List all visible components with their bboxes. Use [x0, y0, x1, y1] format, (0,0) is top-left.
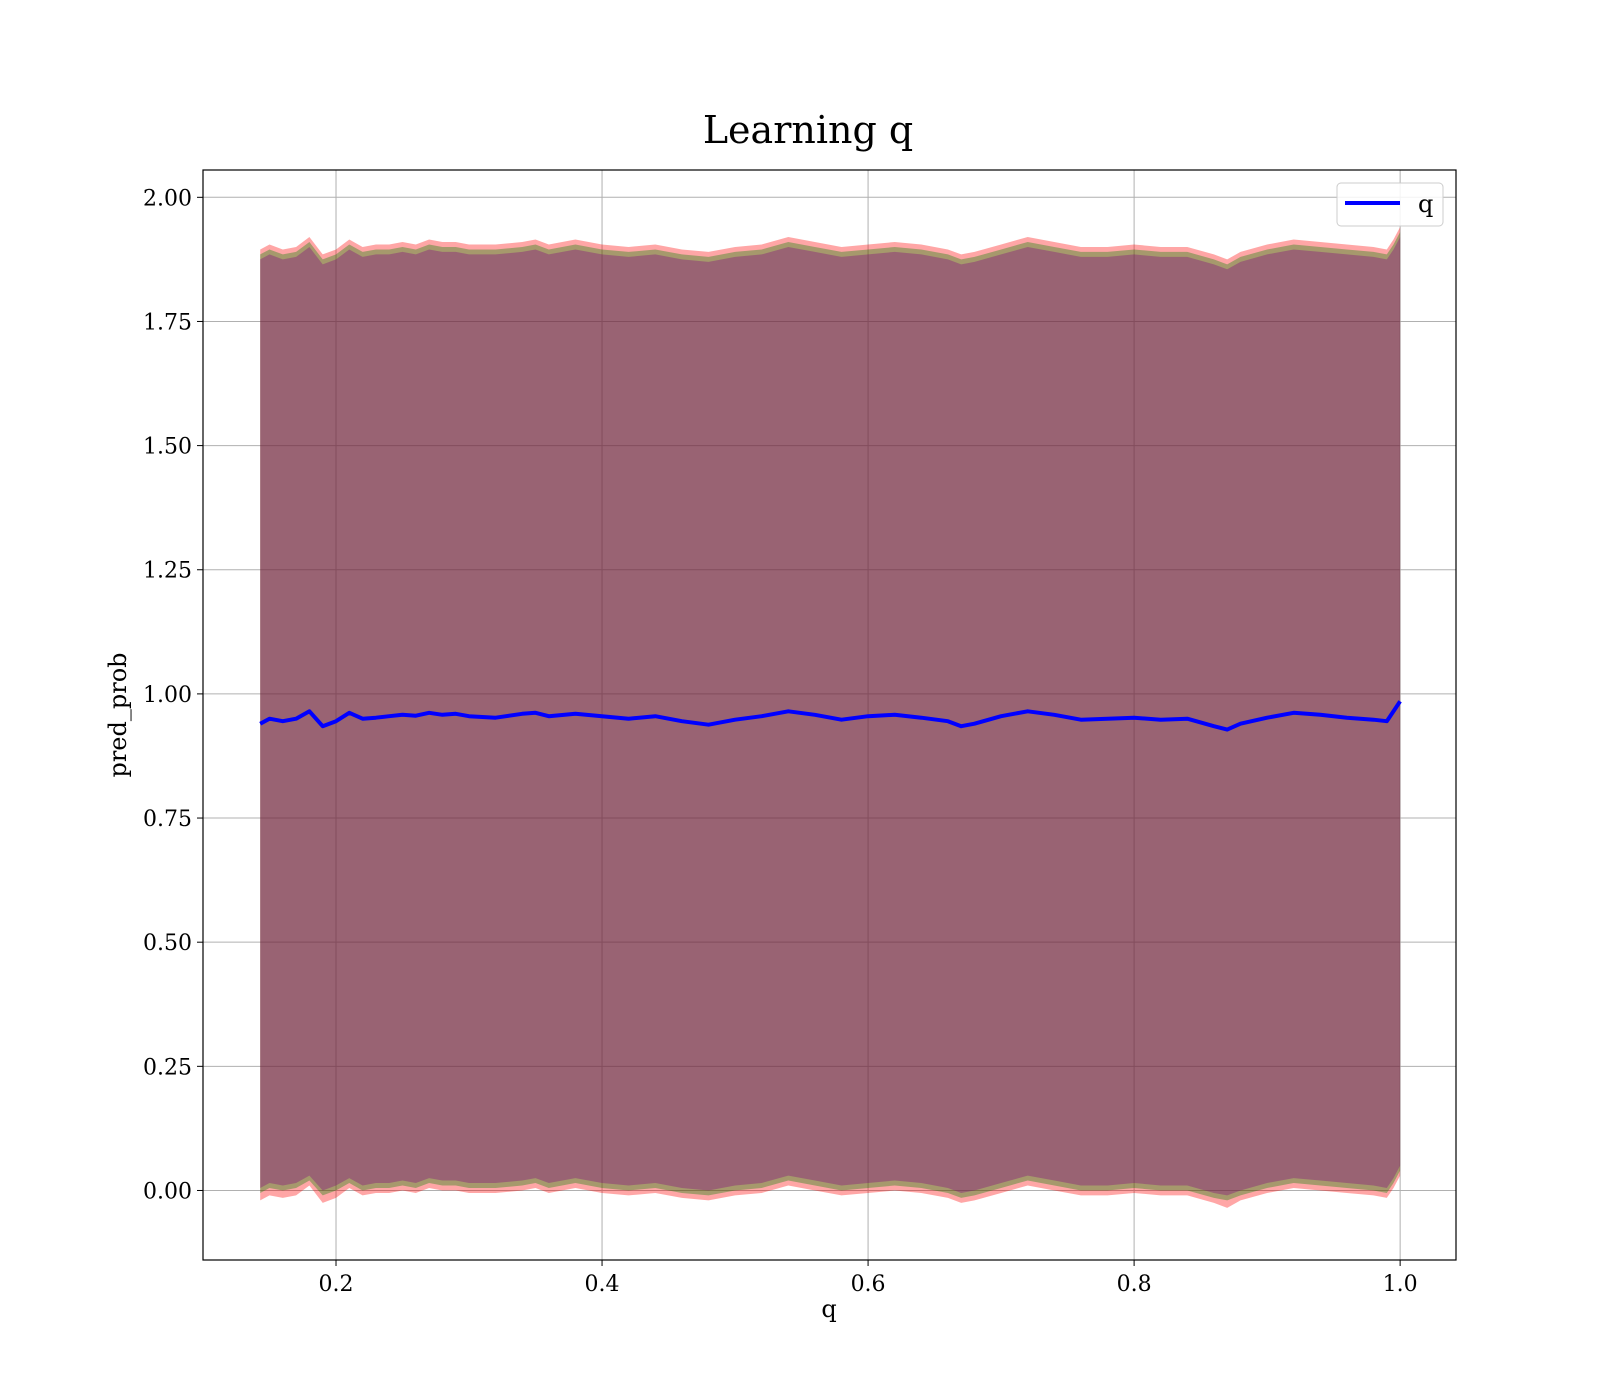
legend-label-q: q — [1418, 190, 1433, 218]
x-axis-ticks: 0.2 0.4 0.6 0.8 1.0 — [319, 1260, 1418, 1297]
series-line-q — [259, 700, 1402, 732]
x-axis-label: q — [821, 1295, 836, 1323]
y-axis-ticks: 0.00 0.25 0.50 0.75 1.00 1.25 1.50 1.75 2.00 — [143, 186, 203, 1204]
y-tick-label: 0.75 — [143, 807, 192, 832]
x-tick-label: 0.8 — [1117, 1272, 1152, 1297]
y-axis-label: pred_prob — [104, 652, 132, 777]
legend: q — [1336, 182, 1444, 227]
y-tick-label: 1.00 — [143, 683, 192, 708]
series-lines — [259, 700, 1402, 732]
x-tick-label: 0.4 — [585, 1272, 620, 1297]
chart-title: Learning q — [703, 108, 913, 152]
x-tick-label: 0.6 — [851, 1272, 886, 1297]
y-tick-label: 2.00 — [143, 186, 192, 211]
y-tick-label: 0.25 — [143, 1055, 192, 1080]
x-tick-label: 1.0 — [1383, 1272, 1418, 1297]
y-tick-label: 0.00 — [143, 1179, 192, 1204]
y-tick-label: 1.75 — [143, 310, 192, 335]
y-tick-label: 0.50 — [143, 931, 192, 956]
plot-frame — [202, 169, 1457, 1261]
y-tick-label: 1.25 — [143, 559, 192, 584]
x-tick-label: 0.2 — [319, 1272, 354, 1297]
y-tick-label: 1.50 — [143, 435, 192, 460]
